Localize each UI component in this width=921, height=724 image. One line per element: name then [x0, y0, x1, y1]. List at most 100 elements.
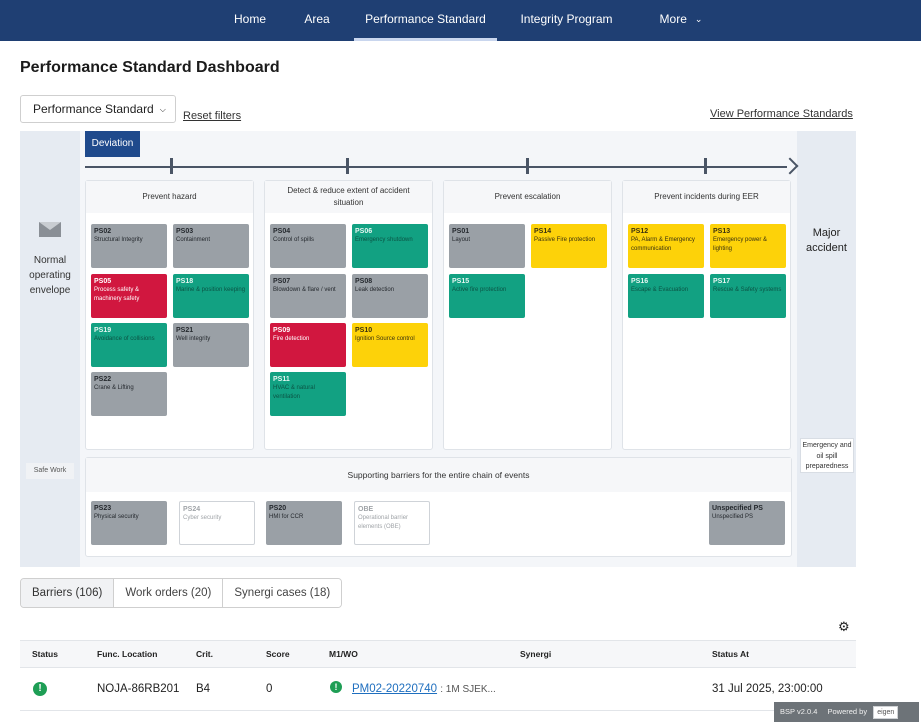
ps-code: PS17 — [713, 278, 731, 285]
ps-code: PS02 — [94, 228, 112, 235]
ps-code: PS24 — [183, 506, 201, 513]
barriers-table: Status Func. Location Crit. Score M1/WO … — [20, 640, 856, 724]
ps-card[interactable]: PS24 Cyber security — [179, 501, 255, 545]
column-header-status[interactable]: Status — [32, 649, 58, 659]
gear-icon[interactable]: ⚙ — [838, 619, 850, 634]
ps-code: PS08 — [355, 278, 373, 285]
ps-card[interactable]: PS04 Control of spills — [270, 224, 346, 268]
score-cell: 0 — [266, 683, 273, 695]
ps-label: Structural Integrity — [94, 237, 143, 243]
eigen-logo: eigen — [873, 706, 899, 719]
wo-status-icon: ! — [330, 681, 342, 693]
ps-card[interactable]: Unspecified PS Unspecified PS — [709, 501, 785, 545]
ps-card[interactable]: PS11 HVAC & natural ventilation — [270, 372, 346, 416]
ps-card[interactable]: PS16 Escape & Evacuation — [628, 274, 704, 318]
nav-performance-standard[interactable]: Performance Standard — [354, 0, 497, 41]
column-prevent-incidents-eer: Prevent incidents during EER PS12 PA, Ala… — [622, 180, 791, 450]
normal-envelope-sidebar — [20, 131, 80, 567]
column-header-func-location[interactable]: Func. Location — [97, 649, 158, 659]
ps-card[interactable]: PS09 Fire detection — [270, 323, 346, 367]
ps-card[interactable]: PS23 Physical security — [91, 501, 167, 545]
column-title: Prevent escalation — [444, 181, 611, 213]
ps-label: Leak detection — [355, 287, 395, 293]
ps-card[interactable]: PS08 Leak detection — [352, 274, 428, 318]
ps-code: PS09 — [273, 327, 291, 334]
ps-label: Process safety & machinery safety — [94, 287, 140, 302]
results-tabs: Barriers (106) Work orders (20) Synergi … — [20, 578, 343, 608]
ps-code: PS12 — [631, 228, 649, 235]
ps-label: Active fire protection — [452, 287, 507, 293]
ps-label: HVAC & natural ventilation — [273, 385, 315, 400]
ps-code: PS01 — [452, 228, 470, 235]
supporting-barriers-title: Supporting barriers for the entire chain… — [86, 458, 791, 492]
func-location-cell: NOJA-86RB201 — [97, 683, 180, 695]
work-order-description: : 1M SJEK... — [440, 684, 496, 695]
ps-label: Blowdown & flare / vent — [273, 287, 336, 293]
ps-code: OBE — [358, 506, 374, 513]
nav-area[interactable]: Area — [304, 12, 330, 26]
tab-barriers[interactable]: Barriers (106) — [21, 579, 115, 607]
timeline-tick — [346, 158, 349, 174]
column-header-m1-wo[interactable]: M1/WO — [329, 649, 358, 659]
ps-card[interactable]: PS15 Active fire protection — [449, 274, 525, 318]
ps-label: Control of spills — [273, 237, 315, 243]
ps-card[interactable]: PS20 HMI for CCR — [266, 501, 342, 545]
nav-integrity-program[interactable]: Integrity Program — [520, 12, 613, 26]
nav-home[interactable]: Home — [233, 12, 266, 26]
tab-synergi-cases[interactable]: Synergi cases (18) — [223, 579, 342, 607]
ps-label: PA, Alarm & Emergency communication — [631, 237, 695, 252]
ps-card[interactable]: PS22 Crane & Lifting — [91, 372, 167, 416]
table-row[interactable]: ! NOJA-86RB201 B4 0 ! PM02-20220740 : 1M… — [20, 668, 856, 711]
column-header-crit[interactable]: Crit. — [196, 649, 213, 659]
ps-label: Avoidance of collisions — [94, 336, 155, 342]
reset-filters-link[interactable]: Reset filters — [183, 110, 242, 122]
ps-code: PS21 — [176, 327, 194, 334]
ps-card[interactable]: PS02 Structural Integrity — [91, 224, 167, 268]
ps-label: HMI for CCR — [269, 514, 304, 520]
ps-label: Layout — [452, 237, 471, 243]
safe-work-label[interactable]: Safe Work — [26, 463, 74, 479]
ps-label: Emergency shutdown — [355, 237, 413, 243]
ps-code: PS07 — [273, 278, 291, 285]
ps-code: Unspecified PS — [712, 505, 763, 512]
ps-card[interactable]: PS01 Layout — [449, 224, 525, 268]
ps-code: PS15 — [452, 278, 470, 285]
table-header: Status Func. Location Crit. Score M1/WO … — [20, 640, 856, 668]
ps-card[interactable]: PS21 Well integrity — [173, 323, 249, 367]
ps-card[interactable]: PS17 Rescue & Safety systems — [710, 274, 786, 318]
ps-card[interactable]: PS12 PA, Alarm & Emergency communication — [628, 224, 704, 268]
normal-operating-envelope-label: Normal operating envelope — [29, 255, 71, 296]
ps-card[interactable]: PS06 Emergency shutdown — [352, 224, 428, 268]
ps-card[interactable]: OBE Operational barrier elements (OBE) — [354, 501, 430, 545]
ps-code: PS03 — [176, 228, 194, 235]
ps-label: Marine & position keeping — [176, 287, 246, 293]
ps-card[interactable]: PS13 Emergency power & lighting — [710, 224, 786, 268]
column-header-synergi[interactable]: Synergi — [520, 649, 552, 659]
ps-label: Unspecified PS — [712, 514, 754, 520]
column-prevent-hazard: Prevent hazard PS02 Structural Integrity … — [85, 180, 254, 450]
emergency-preparedness-box[interactable]: Emergency and oil spill preparedness — [800, 438, 854, 473]
ps-code: PS22 — [94, 376, 112, 383]
nav-more[interactable]: More ⌄ — [650, 0, 712, 41]
status-at-cell: 31 Jul 2025, 23:00:00 — [712, 683, 823, 695]
ps-card[interactable]: PS07 Blowdown & flare / vent — [270, 274, 346, 318]
ps-code: PS13 — [713, 228, 731, 235]
ps-label: Escape & Evacuation — [631, 287, 689, 293]
work-order-link[interactable]: PM02-20220740 — [352, 683, 438, 695]
column-header-score[interactable]: Score — [266, 649, 290, 659]
column-header-status-at[interactable]: Status At — [712, 649, 749, 659]
ps-card[interactable]: PS18 Marine & position keeping — [173, 274, 249, 318]
view-performance-standards-link[interactable]: View Performance Standards — [710, 108, 853, 120]
column-title: Prevent incidents during EER — [623, 181, 790, 213]
ps-card[interactable]: PS10 Ignition Source control — [352, 323, 428, 367]
ps-card[interactable]: PS19 Avoidance of collisions — [91, 323, 167, 367]
version-label: BSP v2.0.4 — [780, 707, 818, 716]
ps-label: Containment — [176, 237, 211, 243]
performance-standard-filter-dropdown[interactable]: Performance Standard ⌵ — [20, 95, 176, 123]
ps-card[interactable]: PS05 Process safety & machinery safety — [91, 274, 167, 318]
ps-card[interactable]: PS14 Passive Fire protection — [531, 224, 607, 268]
ps-label: Well integrity — [176, 336, 211, 342]
tab-work-orders[interactable]: Work orders (20) — [114, 579, 224, 607]
crit-cell: B4 — [196, 683, 211, 695]
ps-card[interactable]: PS03 Containment — [173, 224, 249, 268]
